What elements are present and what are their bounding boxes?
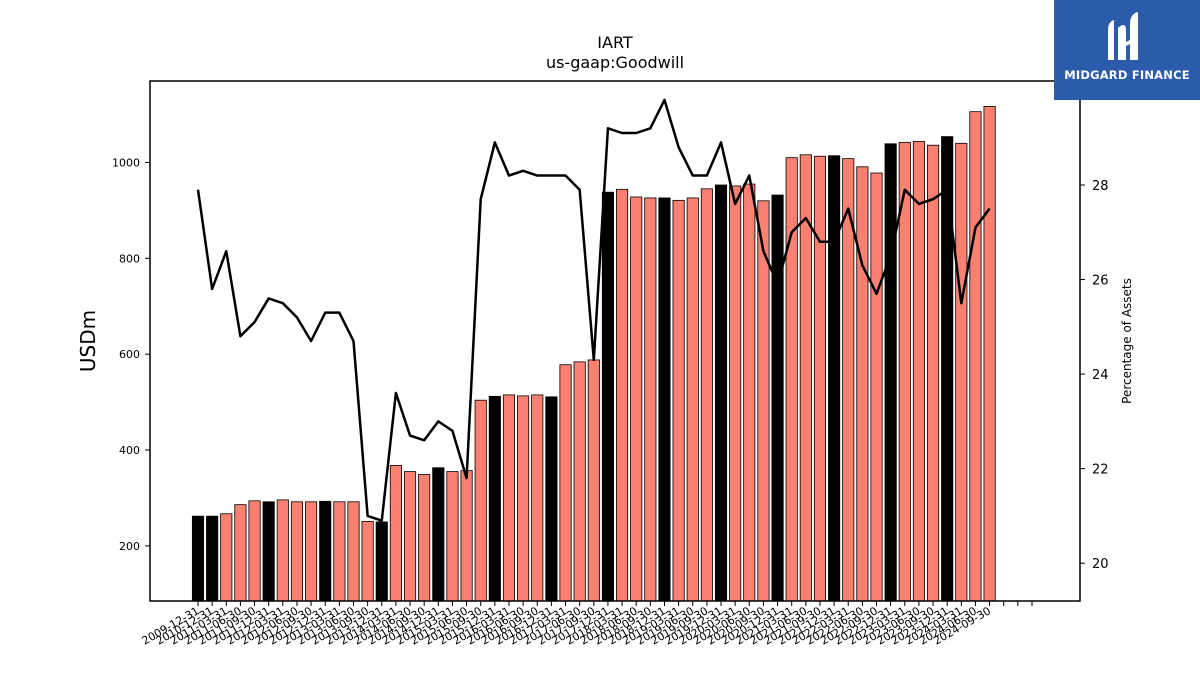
bar	[220, 513, 233, 602]
y2-tick-label: 28	[1092, 179, 1109, 194]
line-series	[196, 98, 991, 522]
bar	[771, 194, 784, 602]
brand-logo: MIDGARD FINANCE	[1054, 0, 1200, 100]
bar	[460, 470, 473, 602]
bar	[403, 471, 417, 602]
bar	[743, 183, 756, 602]
bar	[955, 142, 968, 602]
bar-series	[191, 106, 996, 602]
chart-subtitle: us-gaap:Goodwill	[546, 53, 684, 72]
bar	[927, 144, 940, 602]
bar	[714, 184, 728, 602]
y2-tick-label: 24	[1092, 368, 1109, 383]
bar	[912, 140, 925, 602]
bar	[305, 501, 318, 602]
bar	[559, 364, 572, 602]
bar	[191, 515, 205, 602]
y-tick-label: 1000	[112, 156, 140, 169]
y-axis-right: 20 22 24 26 28	[1080, 179, 1109, 572]
y2-axis-label: Percentage of Assets	[1120, 278, 1134, 404]
y2-tick-label: 22	[1092, 463, 1109, 478]
bar	[870, 172, 883, 602]
brand-name: MIDGARD FINANCE	[1064, 68, 1190, 82]
y-tick-label: 400	[119, 444, 140, 457]
bar	[573, 361, 586, 602]
bar	[206, 515, 219, 602]
bar	[616, 188, 629, 602]
bar	[347, 501, 360, 602]
bar	[601, 191, 614, 602]
bar	[785, 157, 798, 602]
bar	[700, 188, 713, 602]
bar	[630, 196, 643, 602]
y-tick-label: 600	[119, 348, 140, 361]
y-axis-label: USDm	[76, 310, 100, 372]
x-axis: 2009-12-312010-12-312011-03-312011-06-30…	[140, 601, 1033, 648]
bar	[319, 500, 332, 602]
bar	[333, 501, 346, 602]
bar	[262, 501, 275, 602]
y2-tick-label: 26	[1092, 274, 1109, 289]
bar	[828, 155, 841, 602]
bar	[983, 106, 996, 602]
plot-frame	[149, 80, 1081, 602]
bar	[389, 464, 402, 602]
bar	[686, 197, 699, 602]
bar	[488, 395, 501, 602]
bar	[418, 474, 431, 602]
bar	[587, 359, 600, 602]
bar	[941, 136, 954, 602]
bar	[248, 500, 261, 602]
bar	[644, 197, 657, 602]
bar	[290, 501, 304, 602]
bar	[813, 155, 827, 602]
bar	[361, 521, 374, 602]
y-axis-left: 200 400 600 800 1000	[112, 156, 150, 553]
bar	[672, 199, 685, 602]
y-tick-label: 200	[119, 540, 140, 553]
bar	[446, 471, 459, 602]
bar	[729, 185, 742, 602]
bar	[856, 166, 869, 602]
bar	[531, 394, 544, 602]
bar	[884, 143, 897, 602]
bar	[502, 394, 516, 602]
bar	[432, 467, 445, 602]
bar	[276, 499, 289, 602]
chart-title: IART	[597, 33, 633, 52]
y-tick-label: 800	[119, 252, 140, 265]
y2-tick-label: 20	[1092, 557, 1109, 572]
bar	[375, 521, 388, 602]
bar	[474, 399, 487, 602]
bar	[517, 395, 530, 602]
bar	[545, 396, 558, 602]
bar	[234, 504, 247, 602]
bar	[969, 111, 982, 602]
midgard-logo-icon	[1108, 12, 1138, 60]
bar	[658, 197, 671, 602]
percentage-line	[196, 98, 991, 522]
